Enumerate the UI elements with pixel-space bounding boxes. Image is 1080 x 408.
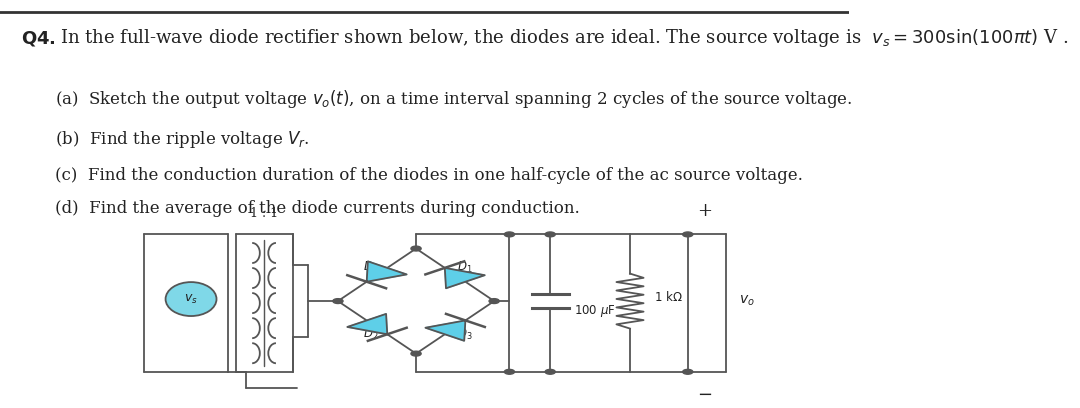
- Circle shape: [411, 351, 421, 356]
- Text: $\mathbf{Q4.}$: $\mathbf{Q4.}$: [22, 29, 56, 48]
- Text: (b)  Find the ripple voltage $V_r$.: (b) Find the ripple voltage $V_r$.: [55, 129, 310, 150]
- Text: $100\ \mu\mathrm{F}$: $100\ \mu\mathrm{F}$: [573, 303, 616, 319]
- Ellipse shape: [165, 282, 216, 316]
- Polygon shape: [367, 262, 407, 282]
- Polygon shape: [426, 320, 465, 341]
- Circle shape: [504, 232, 514, 237]
- Text: $D_2$: $D_2$: [363, 327, 378, 342]
- Circle shape: [683, 369, 693, 374]
- Circle shape: [333, 299, 343, 304]
- Text: $D_4$: $D_4$: [363, 260, 379, 275]
- Text: (a)  Sketch the output voltage $v_o(t)$, on a time interval spanning 2 cycles of: (a) Sketch the output voltage $v_o(t)$, …: [55, 88, 852, 110]
- Polygon shape: [348, 314, 388, 334]
- Text: $1\ \mathrm{k}\Omega$: $1\ \mathrm{k}\Omega$: [653, 290, 683, 304]
- Text: −: −: [698, 386, 713, 404]
- Text: 1 : 1: 1 : 1: [249, 207, 279, 220]
- Circle shape: [411, 246, 421, 251]
- Text: (c)  Find the conduction duration of the diodes in one half-cycle of the ac sour: (c) Find the conduction duration of the …: [55, 167, 804, 184]
- Polygon shape: [445, 268, 485, 288]
- Text: $v_o$: $v_o$: [739, 294, 755, 308]
- Text: $D_3$: $D_3$: [457, 327, 472, 342]
- Text: (d)  Find the average of the diode currents during conduction.: (d) Find the average of the diode curren…: [55, 200, 580, 217]
- Text: In the full-wave diode rectifier shown below, the diodes are ideal. The source v: In the full-wave diode rectifier shown b…: [60, 27, 1069, 49]
- Text: $D_1$: $D_1$: [457, 260, 472, 275]
- Circle shape: [489, 299, 499, 304]
- Circle shape: [683, 232, 693, 237]
- Circle shape: [545, 369, 555, 374]
- Circle shape: [504, 369, 514, 374]
- Text: +: +: [698, 202, 712, 220]
- Text: $v_s$: $v_s$: [185, 293, 198, 306]
- Circle shape: [545, 232, 555, 237]
